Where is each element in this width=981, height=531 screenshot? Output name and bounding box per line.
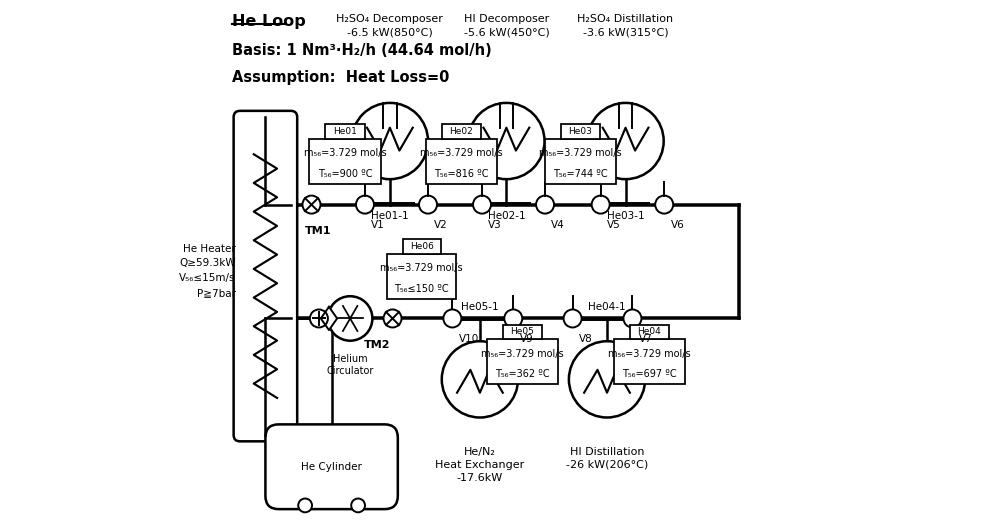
Circle shape bbox=[443, 310, 461, 328]
Polygon shape bbox=[321, 307, 337, 330]
Text: He05: He05 bbox=[510, 328, 535, 337]
Circle shape bbox=[592, 195, 609, 213]
Text: TM2: TM2 bbox=[363, 340, 389, 349]
Text: He Heater
Q≥59.3kW
V₅₆≤15m/s
P≧7bar: He Heater Q≥59.3kW V₅₆≤15m/s P≧7bar bbox=[180, 244, 235, 298]
Text: V7: V7 bbox=[639, 335, 652, 344]
Text: V2: V2 bbox=[435, 220, 448, 230]
Text: T₅₆=900 ºC: T₅₆=900 ºC bbox=[318, 169, 372, 179]
Text: V6: V6 bbox=[671, 220, 685, 230]
Text: m₅₆=3.729 mol/s: m₅₆=3.729 mol/s bbox=[608, 349, 691, 359]
Circle shape bbox=[328, 296, 373, 341]
FancyBboxPatch shape bbox=[403, 239, 440, 254]
Text: m₅₆=3.729 mol/s: m₅₆=3.729 mol/s bbox=[420, 148, 502, 158]
FancyBboxPatch shape bbox=[387, 254, 456, 298]
Circle shape bbox=[302, 195, 321, 213]
FancyBboxPatch shape bbox=[266, 424, 398, 509]
Text: m₅₆=3.729 mol/s: m₅₆=3.729 mol/s bbox=[481, 349, 564, 359]
FancyBboxPatch shape bbox=[487, 339, 558, 384]
Text: He04: He04 bbox=[638, 328, 661, 337]
Text: V4: V4 bbox=[551, 220, 565, 230]
Text: m₅₆=3.729 mol/s: m₅₆=3.729 mol/s bbox=[540, 148, 622, 158]
FancyBboxPatch shape bbox=[502, 324, 542, 339]
Text: Helium
Circulator: Helium Circulator bbox=[327, 354, 374, 376]
Circle shape bbox=[564, 310, 582, 328]
Circle shape bbox=[352, 103, 428, 179]
Text: V3: V3 bbox=[489, 220, 502, 230]
FancyBboxPatch shape bbox=[309, 139, 381, 184]
Text: He03-1: He03-1 bbox=[606, 211, 645, 221]
Text: He01-1: He01-1 bbox=[371, 211, 409, 221]
Text: T₅₆=744 ºC: T₅₆=744 ºC bbox=[553, 169, 608, 179]
Text: He Cylinder: He Cylinder bbox=[301, 462, 362, 472]
Text: T₅₆≤150 ºC: T₅₆≤150 ºC bbox=[394, 284, 449, 294]
Circle shape bbox=[351, 499, 365, 512]
Text: He02: He02 bbox=[449, 127, 473, 136]
FancyBboxPatch shape bbox=[233, 111, 297, 441]
Text: H₂SO₄ Distillation
-3.6 kW(315°C): H₂SO₄ Distillation -3.6 kW(315°C) bbox=[578, 14, 674, 37]
Circle shape bbox=[468, 103, 544, 179]
Text: He04-1: He04-1 bbox=[589, 302, 626, 312]
Text: T₅₆=697 ºC: T₅₆=697 ºC bbox=[622, 370, 677, 380]
Circle shape bbox=[569, 341, 645, 417]
Text: He06: He06 bbox=[410, 242, 434, 251]
Text: V9: V9 bbox=[520, 335, 534, 344]
FancyBboxPatch shape bbox=[614, 339, 685, 384]
Text: m₅₆=3.729 mol/s: m₅₆=3.729 mol/s bbox=[381, 263, 463, 273]
Circle shape bbox=[536, 195, 554, 213]
FancyBboxPatch shape bbox=[426, 139, 497, 184]
Text: He02-1: He02-1 bbox=[488, 211, 525, 221]
Text: V1: V1 bbox=[372, 220, 386, 230]
Text: V8: V8 bbox=[579, 335, 593, 344]
Text: H₂SO₄ Decomposer
-6.5 kW(850°C): H₂SO₄ Decomposer -6.5 kW(850°C) bbox=[336, 14, 443, 37]
Text: m₅₆=3.729 mol/s: m₅₆=3.729 mol/s bbox=[303, 148, 387, 158]
Text: He/N₂
Heat Exchanger
-17.6kW: He/N₂ Heat Exchanger -17.6kW bbox=[436, 447, 525, 483]
Text: Basis: 1 Nm³·H₂/h (44.64 mol/h): Basis: 1 Nm³·H₂/h (44.64 mol/h) bbox=[232, 43, 491, 58]
Circle shape bbox=[356, 195, 374, 213]
Text: V5: V5 bbox=[607, 220, 621, 230]
Text: He Loop: He Loop bbox=[232, 14, 306, 29]
Text: TM1: TM1 bbox=[305, 226, 332, 236]
Circle shape bbox=[310, 310, 328, 328]
Circle shape bbox=[441, 341, 518, 417]
Text: T₅₆=362 ºC: T₅₆=362 ºC bbox=[495, 370, 549, 380]
Circle shape bbox=[384, 310, 401, 328]
Text: T₅₆=816 ºC: T₅₆=816 ºC bbox=[435, 169, 489, 179]
Text: HI Decomposer
-5.6 kW(450°C): HI Decomposer -5.6 kW(450°C) bbox=[463, 14, 549, 37]
Text: He05-1: He05-1 bbox=[461, 302, 498, 312]
Text: Assumption:  Heat Loss=0: Assumption: Heat Loss=0 bbox=[232, 70, 449, 84]
FancyBboxPatch shape bbox=[630, 324, 669, 339]
Text: V10: V10 bbox=[459, 335, 479, 344]
Circle shape bbox=[298, 499, 312, 512]
Text: He01: He01 bbox=[333, 127, 357, 136]
Text: He03: He03 bbox=[569, 127, 593, 136]
Circle shape bbox=[419, 195, 437, 213]
FancyBboxPatch shape bbox=[325, 124, 365, 139]
Circle shape bbox=[504, 310, 522, 328]
FancyBboxPatch shape bbox=[561, 124, 600, 139]
FancyBboxPatch shape bbox=[441, 124, 481, 139]
Circle shape bbox=[473, 195, 491, 213]
FancyBboxPatch shape bbox=[544, 139, 616, 184]
Text: HI Distillation
-26 kW(206°C): HI Distillation -26 kW(206°C) bbox=[566, 447, 648, 470]
Circle shape bbox=[624, 310, 642, 328]
Circle shape bbox=[655, 195, 673, 213]
Circle shape bbox=[588, 103, 664, 179]
